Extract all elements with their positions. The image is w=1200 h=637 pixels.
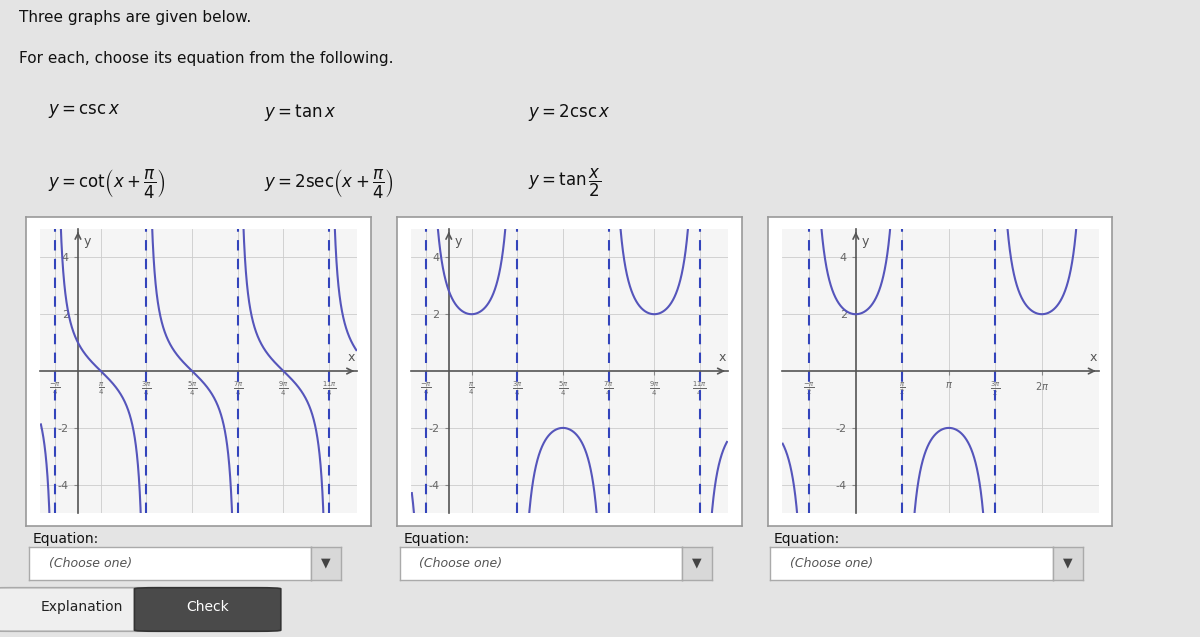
Text: $y = \tan\dfrac{x}{2}$: $y = \tan\dfrac{x}{2}$ <box>528 167 601 199</box>
Text: y: y <box>862 234 869 248</box>
Text: Equation:: Equation: <box>32 532 98 546</box>
Text: y: y <box>84 234 91 248</box>
Text: x: x <box>1090 351 1098 364</box>
Text: For each, choose its equation from the following.: For each, choose its equation from the f… <box>19 51 394 66</box>
Text: $y = 2\csc x$: $y = 2\csc x$ <box>528 102 611 123</box>
Text: Check: Check <box>186 600 229 614</box>
Text: $y = \tan x$: $y = \tan x$ <box>264 102 336 123</box>
Text: ▼: ▼ <box>692 557 702 569</box>
Text: $y = 2\sec\!\left(x + \dfrac{\pi}{4}\right)$: $y = 2\sec\!\left(x + \dfrac{\pi}{4}\rig… <box>264 167 394 200</box>
Text: Equation:: Equation: <box>774 532 840 546</box>
Text: $y = \csc x$: $y = \csc x$ <box>48 102 120 120</box>
Text: $y = \cot\!\left(x + \dfrac{\pi}{4}\right)$: $y = \cot\!\left(x + \dfrac{\pi}{4}\righ… <box>48 167 166 200</box>
Text: Equation:: Equation: <box>403 532 469 546</box>
Text: Explanation: Explanation <box>41 600 122 614</box>
Text: y: y <box>455 234 462 248</box>
Text: Three graphs are given below.: Three graphs are given below. <box>19 10 252 25</box>
Text: ▼: ▼ <box>1063 557 1073 569</box>
FancyBboxPatch shape <box>134 588 281 631</box>
Text: (Choose one): (Choose one) <box>419 557 503 569</box>
Text: (Choose one): (Choose one) <box>790 557 874 569</box>
Text: (Choose one): (Choose one) <box>48 557 132 569</box>
Text: ▼: ▼ <box>322 557 331 569</box>
Text: x: x <box>348 351 355 364</box>
Text: x: x <box>719 351 726 364</box>
FancyBboxPatch shape <box>0 588 174 631</box>
